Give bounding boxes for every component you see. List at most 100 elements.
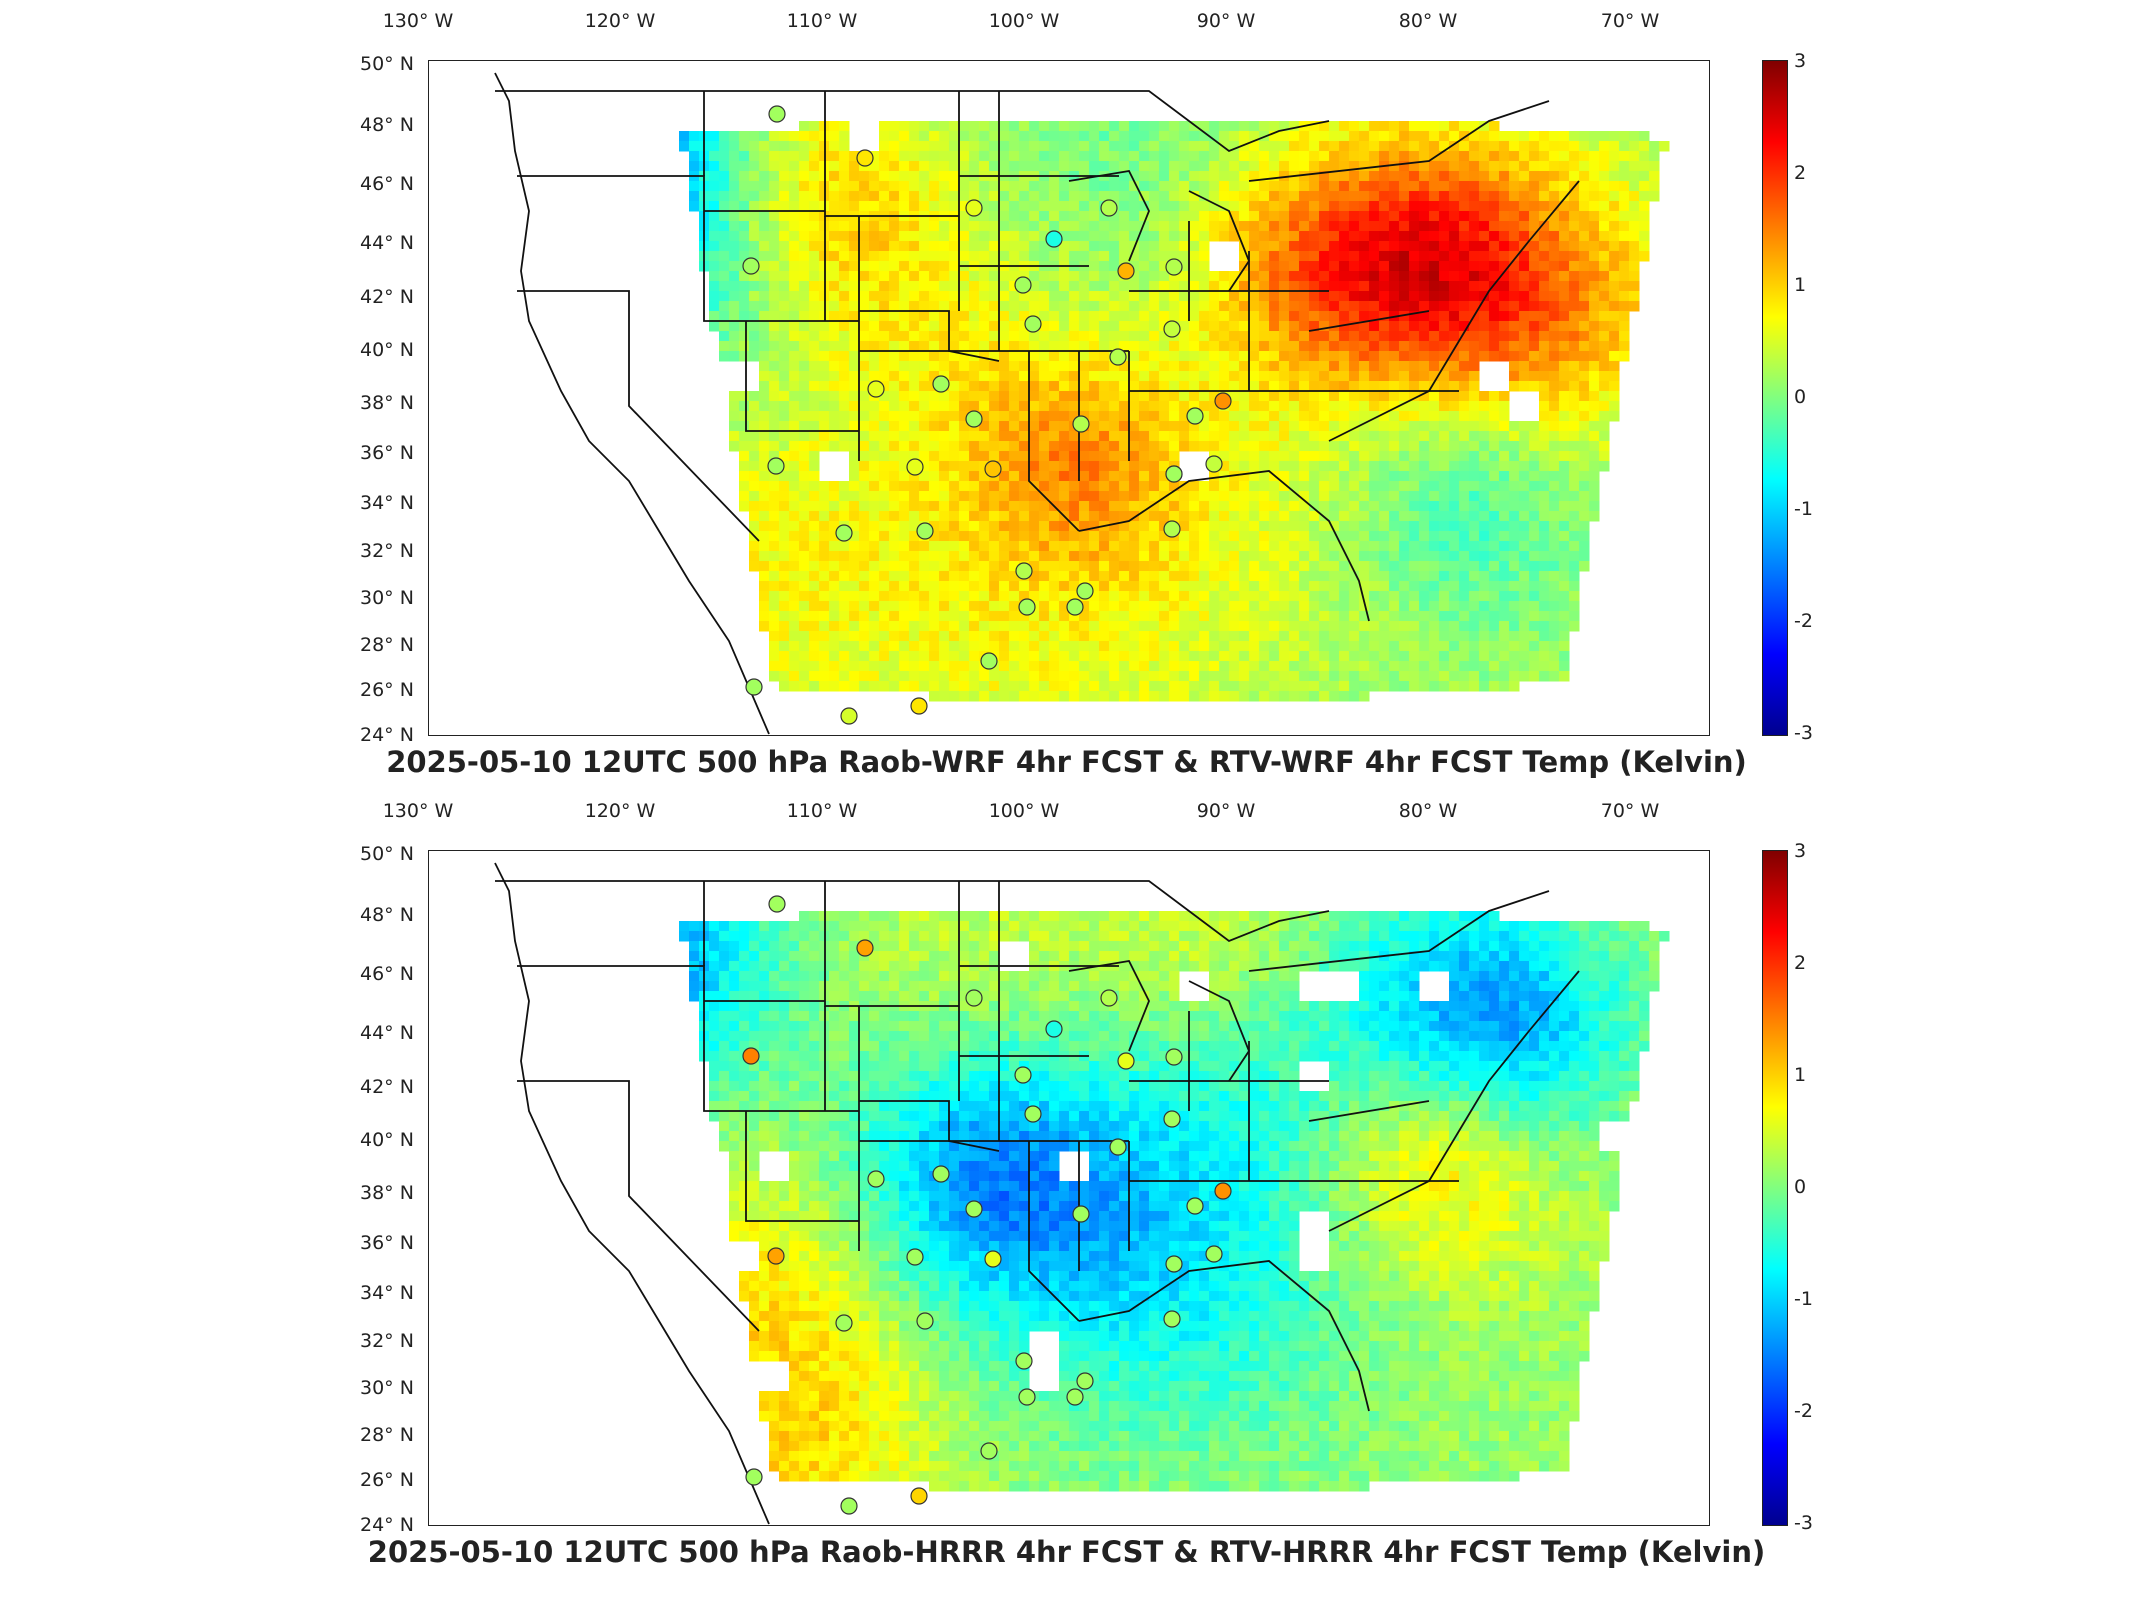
lon-label: 100° W bbox=[988, 10, 1060, 32]
boundary-line bbox=[1328, 180, 1580, 442]
lat-label: 26° N bbox=[360, 1469, 414, 1491]
raob-stations bbox=[742, 105, 1232, 725]
raob-station-marker bbox=[742, 1047, 760, 1065]
raob-station-marker bbox=[768, 105, 786, 123]
raob-station-marker bbox=[856, 939, 874, 957]
raob-station-marker bbox=[1045, 1020, 1063, 1038]
raob-station-marker bbox=[1163, 1310, 1181, 1328]
colorbar-tick: -3 bbox=[1794, 722, 1813, 744]
raob-station-marker bbox=[932, 1165, 950, 1183]
panel-title: 2025-05-10 12UTC 500 hPa Raob-WRF 4hr FC… bbox=[386, 745, 1747, 779]
boundary-line bbox=[1078, 1260, 1370, 1412]
colorbar-tick: -1 bbox=[1794, 1288, 1813, 1310]
raob-station-marker bbox=[1117, 262, 1135, 280]
lat-label: 40° N bbox=[360, 339, 414, 361]
boundary-line bbox=[1308, 1100, 1430, 1122]
boundary-line bbox=[1068, 960, 1150, 1052]
raob-station-marker bbox=[1024, 1105, 1042, 1123]
boundary-line bbox=[1028, 1141, 1080, 1322]
boundary-line bbox=[517, 290, 760, 542]
raob-stations bbox=[742, 895, 1232, 1515]
map-axes bbox=[428, 60, 1710, 736]
colorbar bbox=[1762, 850, 1788, 1526]
raob-station-marker bbox=[984, 460, 1002, 478]
raob-station-marker bbox=[965, 989, 983, 1007]
raob-station-marker bbox=[745, 1468, 763, 1486]
lat-label: 30° N bbox=[360, 587, 414, 609]
raob-station-marker bbox=[1165, 258, 1183, 276]
raob-station-marker bbox=[1076, 1372, 1094, 1390]
raob-station-marker bbox=[1214, 1182, 1232, 1200]
raob-station-marker bbox=[745, 678, 763, 696]
lat-label: 50° N bbox=[360, 843, 414, 865]
lon-label: 100° W bbox=[988, 800, 1060, 822]
boundary-line bbox=[517, 175, 859, 322]
raob-station-marker bbox=[840, 1497, 858, 1515]
lon-label: 130° W bbox=[382, 10, 454, 32]
state-boundaries bbox=[494, 72, 1580, 735]
raob-station-marker bbox=[1072, 415, 1090, 433]
state-boundaries bbox=[494, 862, 1580, 1525]
lat-label: 24° N bbox=[360, 724, 414, 746]
boundary-line bbox=[859, 1100, 1000, 1152]
raob-station-marker bbox=[1205, 455, 1223, 473]
lat-label: 28° N bbox=[360, 634, 414, 656]
boundary-line bbox=[745, 1111, 859, 1222]
raob-station-marker bbox=[1015, 562, 1033, 580]
lat-label: 40° N bbox=[360, 1129, 414, 1151]
raob-station-marker bbox=[742, 257, 760, 275]
lon-label: 120° W bbox=[584, 800, 656, 822]
boundary-line bbox=[1308, 310, 1430, 332]
lat-label: 46° N bbox=[360, 173, 414, 195]
raob-station-marker bbox=[980, 1442, 998, 1460]
boundary-line bbox=[1188, 980, 1251, 1082]
raob-station-marker bbox=[768, 895, 786, 913]
lat-label: 42° N bbox=[360, 286, 414, 308]
colorbar bbox=[1762, 60, 1788, 736]
lat-label: 42° N bbox=[360, 1076, 414, 1098]
raob-station-marker bbox=[1163, 520, 1181, 538]
lat-label: 34° N bbox=[360, 1282, 414, 1304]
lat-label: 28° N bbox=[360, 1424, 414, 1446]
boundary-line bbox=[1328, 970, 1580, 1232]
temperature-difference-map bbox=[494, 862, 1670, 1525]
lat-label: 44° N bbox=[360, 1022, 414, 1044]
lat-label: 48° N bbox=[360, 114, 414, 136]
temperature-field bbox=[679, 911, 1670, 1492]
boundary-line bbox=[1248, 890, 1550, 972]
raob-station-marker bbox=[1066, 1388, 1084, 1406]
lat-label: 34° N bbox=[360, 492, 414, 514]
boundary-line bbox=[745, 321, 859, 432]
colorbar-tick: 0 bbox=[1794, 1176, 1807, 1198]
raob-station-marker bbox=[1163, 320, 1181, 338]
lat-label: 24° N bbox=[360, 1514, 414, 1536]
lon-label: 80° W bbox=[1398, 800, 1458, 822]
raob-station-marker bbox=[916, 1312, 934, 1330]
lat-label: 32° N bbox=[360, 1330, 414, 1352]
raob-station-marker bbox=[767, 1247, 785, 1265]
raob-station-marker bbox=[835, 524, 853, 542]
raob-station-marker bbox=[1045, 230, 1063, 248]
raob-station-marker bbox=[767, 457, 785, 475]
raob-station-marker bbox=[1117, 1052, 1135, 1070]
raob-station-marker bbox=[932, 375, 950, 393]
colorbar-tick: 2 bbox=[1794, 162, 1807, 184]
raob-station-marker bbox=[1100, 199, 1118, 217]
colorbar-tick: 3 bbox=[1794, 840, 1807, 862]
raob-station-marker bbox=[867, 1170, 885, 1188]
raob-station-marker bbox=[965, 199, 983, 217]
lon-label: 70° W bbox=[1600, 800, 1660, 822]
lat-label: 46° N bbox=[360, 963, 414, 985]
colorbar-tick: -3 bbox=[1794, 1512, 1813, 1534]
raob-station-marker bbox=[1205, 1245, 1223, 1263]
raob-station-marker bbox=[965, 410, 983, 428]
raob-station-marker bbox=[1018, 598, 1036, 616]
lon-label: 90° W bbox=[1196, 10, 1256, 32]
boundary-line bbox=[1188, 190, 1251, 292]
lon-label: 130° W bbox=[382, 800, 454, 822]
raob-station-marker bbox=[910, 1487, 928, 1505]
raob-station-marker bbox=[1076, 582, 1094, 600]
raob-station-marker bbox=[1100, 989, 1118, 1007]
lat-label: 44° N bbox=[360, 232, 414, 254]
raob-station-marker bbox=[916, 522, 934, 540]
